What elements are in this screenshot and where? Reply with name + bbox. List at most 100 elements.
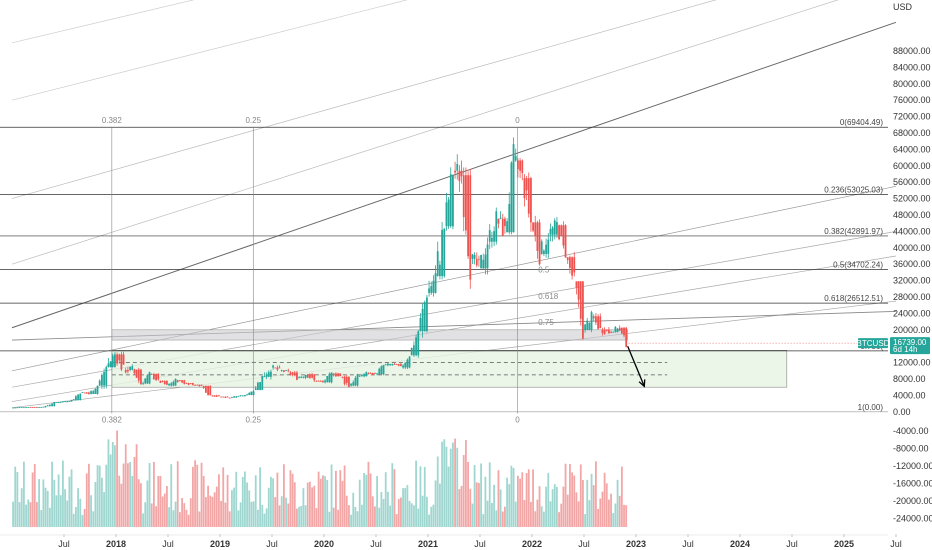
volume-bar [241, 477, 244, 527]
candle-body [406, 359, 409, 368]
candle-body [207, 385, 209, 395]
volume-bar [23, 461, 25, 527]
candle-body [601, 329, 604, 334]
volume-bar [354, 506, 357, 527]
candle-body [439, 264, 441, 277]
candle-body [181, 380, 183, 383]
volume-bar [495, 510, 498, 527]
candle-body [211, 395, 214, 397]
candle-body [322, 380, 324, 383]
candle-body [131, 366, 134, 370]
price-tick-label: 52000.00 [893, 194, 931, 204]
candle-body [49, 404, 51, 407]
volume-bar [176, 461, 179, 527]
candle-body [51, 403, 53, 407]
candle-body [584, 324, 586, 331]
volume-bar [81, 514, 84, 527]
price-tick-label: 28000.00 [893, 292, 931, 302]
volume-bar [597, 508, 599, 527]
candle-body [296, 372, 298, 380]
price-tick-label: 8000.00 [893, 374, 926, 384]
volume-bar [146, 480, 149, 527]
candle-body [517, 160, 519, 170]
volume-bar [547, 472, 550, 527]
candle-body [462, 175, 465, 218]
candle-body [579, 281, 582, 319]
volume-bar [569, 464, 571, 527]
candle-body [397, 364, 400, 366]
volume-bar [367, 461, 370, 527]
candle-body [231, 397, 233, 398]
volume-bar [322, 475, 324, 527]
candle-body [491, 237, 493, 242]
volume-bar [280, 496, 283, 527]
volume-tick-label: -8000.00 [893, 444, 929, 454]
candle-body [57, 402, 60, 404]
x-tick-label: Jul [370, 539, 382, 549]
candle-body [285, 370, 287, 371]
volume-bar [187, 514, 190, 527]
volume-bar [564, 463, 567, 527]
candle-body [582, 281, 584, 339]
volume-bar [376, 476, 378, 527]
candle-body [374, 373, 376, 374]
volume-bar [610, 493, 612, 527]
volume-tick-label: -20000.00 [893, 496, 932, 506]
volume-bar [291, 473, 294, 527]
candle-body [391, 364, 394, 366]
volume-bar [361, 504, 363, 527]
volume-bar [220, 500, 222, 527]
candle-body [384, 364, 387, 366]
price-tick-label: 68000.00 [893, 128, 931, 138]
candle-body [400, 364, 402, 367]
candle-body [88, 392, 90, 395]
candle-body [220, 396, 222, 398]
candle-body [218, 395, 220, 397]
candle-body [330, 372, 333, 383]
candle-body [413, 345, 415, 356]
candle-body [98, 380, 101, 386]
candle-body [183, 380, 186, 384]
volume-bar [261, 504, 264, 527]
volume-bar [590, 473, 593, 527]
candle-body [198, 384, 201, 387]
candle-body [506, 221, 508, 233]
volume-bar [324, 476, 326, 527]
volume-bar [345, 495, 348, 527]
volume-bar [460, 485, 463, 527]
candle-body [382, 365, 385, 375]
volume-bar [263, 513, 266, 527]
candle-body [410, 348, 413, 356]
volume-bar [356, 511, 359, 527]
candle-body [127, 369, 129, 372]
fib-label: 0.382(42891.97) [824, 227, 883, 236]
candle-body [350, 383, 352, 386]
volume-bar [612, 513, 615, 527]
volume-bar [521, 472, 524, 527]
candle-body [367, 373, 370, 374]
candle-body [356, 374, 359, 386]
candle-body [18, 407, 21, 409]
volume-bar [231, 490, 233, 527]
last-price-value: 16739.00 [893, 338, 927, 347]
volume-bar [582, 479, 584, 527]
candle-body [335, 373, 337, 377]
candle-body [358, 375, 361, 377]
candle-body [302, 376, 305, 378]
volume-bar [462, 455, 465, 527]
volume-bar [306, 482, 309, 527]
volume-bar [467, 461, 469, 527]
candle-body [278, 367, 281, 369]
candle-body [70, 399, 73, 402]
volume-bar [389, 505, 391, 527]
candle-body [499, 217, 502, 219]
volume-bar [68, 476, 71, 527]
volume-bar [202, 476, 205, 527]
volume-bar [620, 466, 623, 527]
candle-body [421, 308, 424, 332]
volume-bar [406, 485, 409, 527]
volume-bar [90, 495, 92, 527]
candle-body [85, 392, 88, 394]
x-tick-label: Jul [266, 539, 278, 549]
